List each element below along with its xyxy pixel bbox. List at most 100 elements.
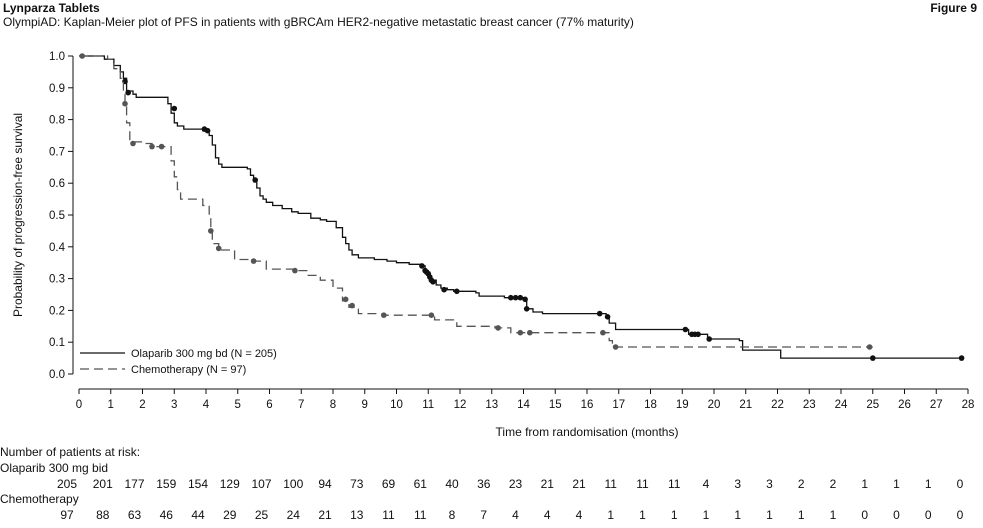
- x-tick-label: 14: [517, 399, 530, 411]
- risk-value: 1: [830, 508, 837, 522]
- y-tick-label: 0.3: [49, 274, 65, 286]
- censor-mark: [79, 53, 85, 59]
- x-tick-label: 1: [108, 399, 114, 411]
- censor-mark: [866, 344, 873, 350]
- risk-value: 46: [160, 508, 174, 522]
- risk-row-label: Olaparib 300 mg bid: [0, 461, 108, 475]
- x-tick-label: 7: [298, 399, 304, 411]
- censor-mark: [122, 100, 128, 107]
- legend-label-1: Olaparib 300 mg bd (N = 205): [131, 348, 277, 360]
- risk-value: 13: [350, 508, 364, 522]
- censor-mark: [523, 306, 530, 312]
- x-tick-label: 8: [330, 399, 336, 411]
- risk-value: 159: [156, 477, 176, 491]
- risk-value: 129: [220, 477, 240, 491]
- risk-value: 1: [607, 508, 614, 522]
- plot-title: OlympiAD: Kaplan-Meier plot of PFS in pa…: [3, 15, 634, 29]
- risk-value: 21: [572, 477, 586, 491]
- risk-value: 205: [57, 477, 77, 491]
- risk-value: 44: [191, 508, 205, 522]
- risk-row-label: Chemotherapy: [0, 492, 79, 506]
- censor-mark: [600, 329, 606, 336]
- risk-value: 0: [957, 477, 964, 491]
- risk-value: 11: [382, 508, 395, 522]
- x-tick-label: 26: [898, 399, 911, 411]
- risk-value: 1: [671, 508, 678, 522]
- censor-mark: [512, 294, 519, 301]
- risk-value: 69: [382, 477, 396, 491]
- risk-value: 154: [188, 477, 208, 491]
- y-tick-label: 1.0: [49, 51, 65, 63]
- x-tick-label: 24: [835, 399, 848, 411]
- censor-mark: [495, 325, 501, 331]
- risk-value: 100: [283, 477, 303, 491]
- x-tick-label: 13: [485, 399, 498, 411]
- risk-value: 2: [798, 477, 805, 491]
- censor-mark: [612, 344, 619, 350]
- risk-value: 1: [703, 508, 710, 522]
- km-curve-2: [79, 55, 873, 348]
- x-tick-label: 27: [930, 399, 943, 411]
- x-tick-label: 2: [139, 399, 145, 411]
- risk-value: 36: [477, 477, 491, 491]
- y-axis-label: Probability of progression-free survival: [11, 113, 25, 317]
- x-tick-label: 0: [76, 399, 82, 411]
- x-tick-label: 15: [549, 399, 562, 411]
- censor-mark: [381, 312, 387, 319]
- risk-value: 1: [734, 508, 741, 522]
- censor-mark: [292, 267, 298, 274]
- censor-mark: [604, 314, 611, 320]
- censor-mark: [130, 140, 136, 147]
- censor-mark: [204, 127, 211, 134]
- y-tick-label: 0.9: [49, 83, 65, 95]
- censor-mark: [158, 143, 165, 150]
- x-axis-label: Time from randomisation (months): [496, 425, 679, 439]
- y-tick-label: 0.8: [49, 115, 65, 127]
- x-tick-label: 11: [422, 399, 434, 411]
- x-tick-label: 12: [454, 399, 467, 411]
- risk-value: 107: [251, 477, 271, 491]
- x-tick-label: 23: [803, 399, 816, 411]
- x-tick-label: 21: [739, 399, 752, 411]
- censor-mark: [517, 294, 524, 301]
- x-tick-label: 16: [581, 399, 594, 411]
- censor-mark: [208, 228, 214, 234]
- chart-axes: 0.00.10.20.30.40.50.60.70.80.91.00 1 2 3 4 5 6…: [11, 51, 974, 439]
- censor-mark: [349, 302, 355, 309]
- risk-value: 11: [605, 477, 618, 491]
- risk-value: 23: [509, 477, 523, 491]
- risk-value: 201: [93, 477, 113, 491]
- censor-mark: [215, 245, 222, 252]
- censor-mark: [252, 177, 258, 183]
- y-tick-label: 0.4: [49, 242, 66, 254]
- y-tick-label: 0.7: [49, 146, 65, 158]
- risk-value: 1: [798, 508, 805, 522]
- risk-value: 1: [639, 508, 646, 522]
- censor-mark: [454, 288, 460, 295]
- risk-value: 4: [544, 508, 551, 522]
- censor-mark: [695, 331, 701, 338]
- risk-value: 177: [124, 477, 144, 491]
- risk-value: 1: [893, 477, 900, 491]
- risk-value: 1: [766, 508, 773, 522]
- censor-mark: [149, 143, 155, 150]
- series-layer: [79, 53, 965, 361]
- figure-label: Figure 9: [930, 1, 977, 15]
- risk-value: 1: [925, 477, 932, 491]
- x-tick-label: 5: [235, 399, 241, 411]
- y-tick-label: 0.5: [49, 210, 65, 222]
- risk-value: 0: [893, 508, 900, 522]
- risk-value: 21: [541, 477, 555, 491]
- censor-mark: [419, 263, 425, 269]
- risk-value: 3: [734, 477, 741, 491]
- chart-legend: Olaparib 300 mg bd (N = 205) Chemotherapy…: [80, 348, 277, 376]
- censor-mark: [527, 329, 533, 336]
- risk-value: 0: [957, 508, 964, 522]
- product-title: Lynparza Tablets: [3, 1, 100, 15]
- x-tick-label: 10: [390, 399, 403, 411]
- censor-mark: [171, 105, 178, 112]
- risk-value: 94: [318, 477, 332, 491]
- risk-value: 29: [223, 508, 237, 522]
- censor-mark: [441, 286, 447, 293]
- series-1: [79, 55, 965, 361]
